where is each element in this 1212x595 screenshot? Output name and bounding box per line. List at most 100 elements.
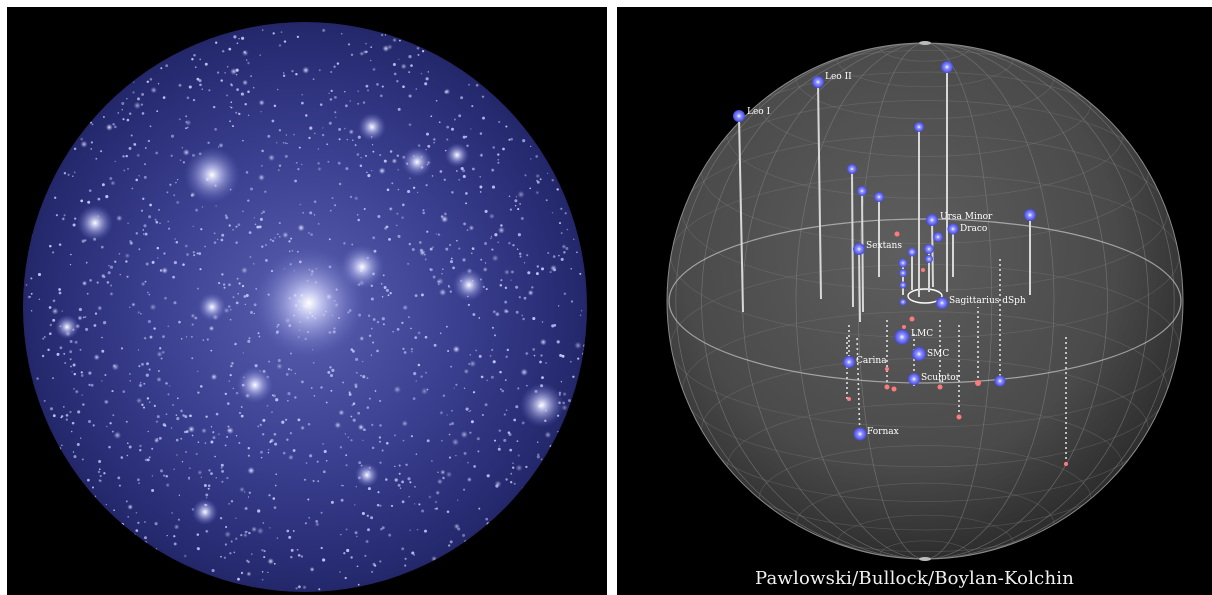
sphere-body	[666, 42, 1184, 560]
subhalo-particle	[349, 100, 351, 102]
subhalo-particle	[327, 370, 331, 374]
subhalo-particle	[322, 127, 324, 129]
subhalo-particle	[215, 412, 219, 416]
subhalo-particle	[201, 206, 204, 208]
subhalo-particle	[101, 336, 103, 339]
subhalo-particle	[194, 66, 197, 69]
subhalo-particle	[535, 155, 539, 158]
subhalo-particle	[298, 146, 301, 149]
subhalo-particle	[235, 225, 238, 228]
subhalo-particle	[120, 456, 124, 459]
subhalo-particle	[198, 252, 202, 255]
subhalo-particle	[401, 203, 405, 207]
latitude-line	[758, 445, 1092, 553]
subhalo-particle	[408, 495, 411, 498]
subhalo-particle	[357, 102, 360, 105]
subhalo-particle	[149, 303, 157, 311]
subhalo-particle	[325, 401, 328, 404]
subhalo-particle	[246, 61, 251, 65]
subhalo-particle	[127, 442, 129, 444]
satellite-marker	[874, 192, 884, 202]
subhalo-particle	[469, 354, 471, 356]
subhalo-particle	[300, 555, 304, 558]
subhalo-particle	[147, 291, 149, 294]
subhalo-particle	[237, 292, 239, 295]
subhalo-particle	[118, 252, 121, 255]
subhalo-particle	[278, 222, 281, 225]
subhalo-particle	[515, 405, 519, 409]
subhalo-particle	[460, 96, 464, 100]
subhalo-particle	[343, 127, 346, 130]
subhalo-particle	[393, 434, 396, 437]
subhalo-particle	[334, 96, 337, 99]
subhalo-particle	[271, 239, 275, 243]
subhalo-particle	[521, 486, 526, 491]
subhalo-particle	[221, 50, 225, 53]
subhalo-particle	[196, 287, 199, 290]
subhalo-particle	[114, 160, 116, 163]
subhalo-particle	[470, 252, 473, 255]
subhalo-particle	[363, 207, 366, 211]
subhalo-particle	[524, 351, 529, 356]
subhalo-particle	[80, 199, 84, 203]
subhalo-particle	[510, 481, 513, 484]
subhalo-particle	[187, 476, 191, 480]
subhalo-particle	[65, 413, 69, 417]
subhalo-particle	[175, 414, 178, 416]
subhalo-particle	[89, 279, 92, 282]
subhalo-particle	[374, 390, 377, 392]
subhalo-particle	[47, 348, 50, 352]
subhalo-particle	[410, 64, 413, 67]
subhalo-particle	[203, 484, 207, 487]
subhalo-particle	[235, 517, 237, 519]
subhalo-particle	[235, 73, 238, 76]
subhalo-particle	[385, 288, 389, 292]
subhalo-particle	[327, 160, 330, 163]
subhalo-particle	[59, 346, 63, 350]
subhalo-particle	[573, 238, 575, 240]
latitude-line	[701, 100, 1149, 244]
subhalo-particle	[505, 125, 508, 128]
subhalo-particle	[497, 226, 505, 234]
subhalo-particle	[581, 352, 585, 356]
subhalo-particle	[277, 359, 281, 362]
subhalo-particle	[300, 163, 303, 166]
subhalo-particle	[135, 232, 139, 235]
subhalo-particle	[258, 335, 261, 338]
meridian-line	[701, 43, 1149, 559]
subhalo-particle	[109, 265, 114, 269]
subhalo-particle	[438, 121, 441, 124]
subhalo-particle	[144, 280, 147, 283]
subhalo-particle	[114, 260, 117, 263]
subhalo-particle	[552, 255, 556, 258]
red-satellite	[885, 367, 889, 371]
subhalo-particle	[263, 556, 266, 559]
subhalo-particle	[259, 54, 261, 56]
subhalo-particle	[350, 439, 353, 442]
subhalo-particle	[370, 46, 373, 48]
subhalo-particle	[138, 383, 143, 388]
subhalo-particle	[329, 373, 334, 378]
subhalo-particle	[230, 101, 233, 103]
subhalo-particle	[383, 286, 387, 289]
subhalo-particle	[109, 422, 112, 425]
subhalo-particle	[420, 375, 423, 378]
subhalo-particle	[76, 443, 80, 446]
label-sagittarius-dsph: Sagittarius dSph	[949, 296, 1026, 306]
subhalo-particle	[398, 464, 401, 467]
subhalo-particle	[191, 434, 194, 437]
subhalo-particle	[330, 71, 333, 73]
subhalo-particle	[390, 504, 394, 507]
subhalo-particle	[472, 313, 476, 316]
subhalo-particle	[341, 484, 343, 487]
subhalo-particle	[383, 159, 387, 163]
subhalo-particle	[79, 348, 82, 351]
subhalo-particle	[165, 64, 169, 68]
subhalo-particle	[468, 410, 471, 413]
subhalo-particle	[100, 245, 104, 249]
subhalo-particle	[486, 474, 490, 478]
subhalo-particle	[372, 150, 375, 153]
subhalo-particle	[410, 348, 413, 350]
latitude-line	[682, 134, 1168, 291]
subhalo-particle	[36, 377, 39, 380]
